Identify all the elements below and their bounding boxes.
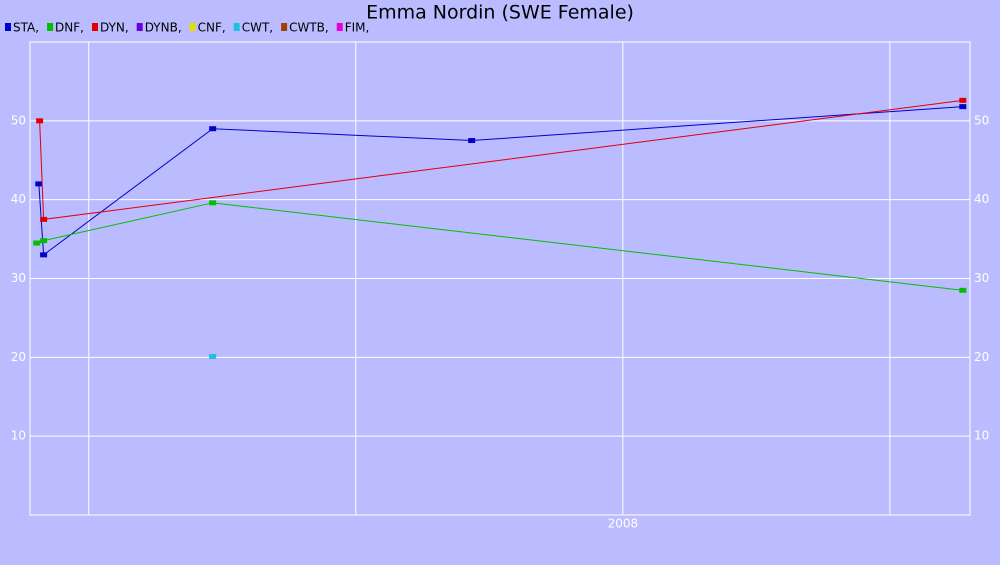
data-point [40, 216, 48, 222]
y2-tick-label: 20 [974, 350, 989, 364]
legend-label: CNF, [198, 21, 226, 35]
series-line [36, 202, 963, 291]
data-point [36, 118, 44, 124]
legend-label: CWT, [242, 21, 273, 35]
legend-swatch [281, 23, 288, 31]
legend-label: DYN, [100, 21, 129, 35]
legend: STA, DNF, DYN, DYNB, CNF, CWT, CWTB, FIM, [5, 21, 369, 35]
legend-label: DYNB, [145, 21, 182, 35]
y2-tick-label: 30 [974, 271, 989, 285]
data-point [959, 104, 967, 110]
data-point [959, 287, 967, 293]
y-tick-label: 40 [11, 192, 26, 206]
data-point [209, 354, 217, 360]
legend-label: STA, [13, 21, 39, 35]
legend-swatch [91, 23, 98, 31]
series-line [38, 106, 963, 256]
x-tick-label: 2008 [608, 517, 639, 531]
legend-label: CWTB, [289, 21, 329, 35]
y2-tick-label: 50 [974, 113, 989, 127]
y-tick-label: 30 [11, 271, 26, 285]
y-tick-label: 10 [11, 429, 26, 443]
y2-tick-label: 40 [974, 192, 989, 206]
legend-swatch [136, 23, 143, 31]
y-tick-label: 50 [11, 113, 26, 127]
data-point [209, 200, 217, 206]
legend-swatch [189, 23, 196, 31]
y-tick-label: 20 [11, 350, 26, 364]
legend-swatch [47, 23, 54, 31]
data-point [468, 138, 476, 144]
data-point [33, 240, 41, 246]
series-line [39, 99, 963, 220]
legend-swatch [336, 23, 343, 31]
legend-swatch [5, 23, 11, 31]
legend-label: FIM, [345, 21, 370, 35]
legend-swatch [233, 23, 240, 31]
data-point [40, 238, 48, 244]
chart-title: Emma Nordin (SWE Female) [366, 2, 634, 24]
y2-tick-label: 10 [974, 429, 989, 443]
data-point [209, 126, 217, 132]
legend-label: DNF, [55, 21, 84, 35]
data-point [959, 97, 967, 103]
data-point [40, 252, 48, 258]
data-point [35, 181, 43, 187]
